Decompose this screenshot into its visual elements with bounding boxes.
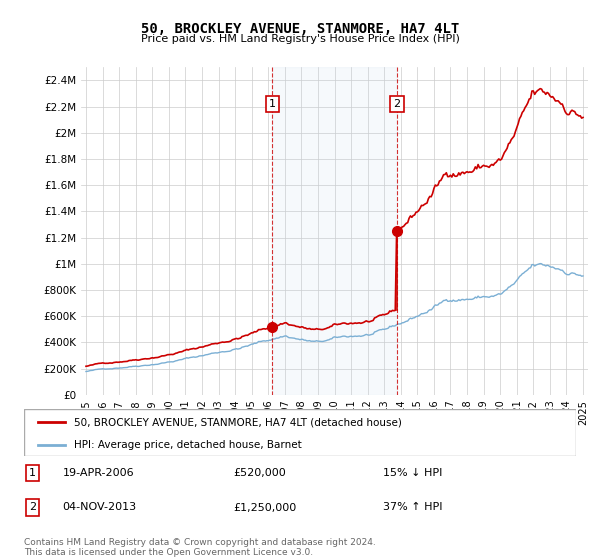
Bar xyxy=(272,67,397,395)
Text: Contains HM Land Registry data © Crown copyright and database right 2024.
This d: Contains HM Land Registry data © Crown c… xyxy=(24,538,376,557)
Text: Price paid vs. HM Land Registry's House Price Index (HPI): Price paid vs. HM Land Registry's House … xyxy=(140,34,460,44)
Text: 15% ↓ HPI: 15% ↓ HPI xyxy=(383,468,442,478)
Text: £1,250,000: £1,250,000 xyxy=(234,502,297,512)
Text: 2: 2 xyxy=(393,99,400,109)
FancyBboxPatch shape xyxy=(24,409,576,456)
Text: HPI: Average price, detached house, Barnet: HPI: Average price, detached house, Barn… xyxy=(74,440,301,450)
Text: 1: 1 xyxy=(269,99,276,109)
Text: £520,000: £520,000 xyxy=(234,468,287,478)
Text: 1: 1 xyxy=(29,468,36,478)
Text: 2: 2 xyxy=(29,502,36,512)
Text: 04-NOV-2013: 04-NOV-2013 xyxy=(62,502,137,512)
Text: 50, BROCKLEY AVENUE, STANMORE, HA7 4LT (detached house): 50, BROCKLEY AVENUE, STANMORE, HA7 4LT (… xyxy=(74,417,401,427)
Text: 37% ↑ HPI: 37% ↑ HPI xyxy=(383,502,442,512)
Text: 50, BROCKLEY AVENUE, STANMORE, HA7 4LT: 50, BROCKLEY AVENUE, STANMORE, HA7 4LT xyxy=(141,22,459,36)
Text: 19-APR-2006: 19-APR-2006 xyxy=(62,468,134,478)
